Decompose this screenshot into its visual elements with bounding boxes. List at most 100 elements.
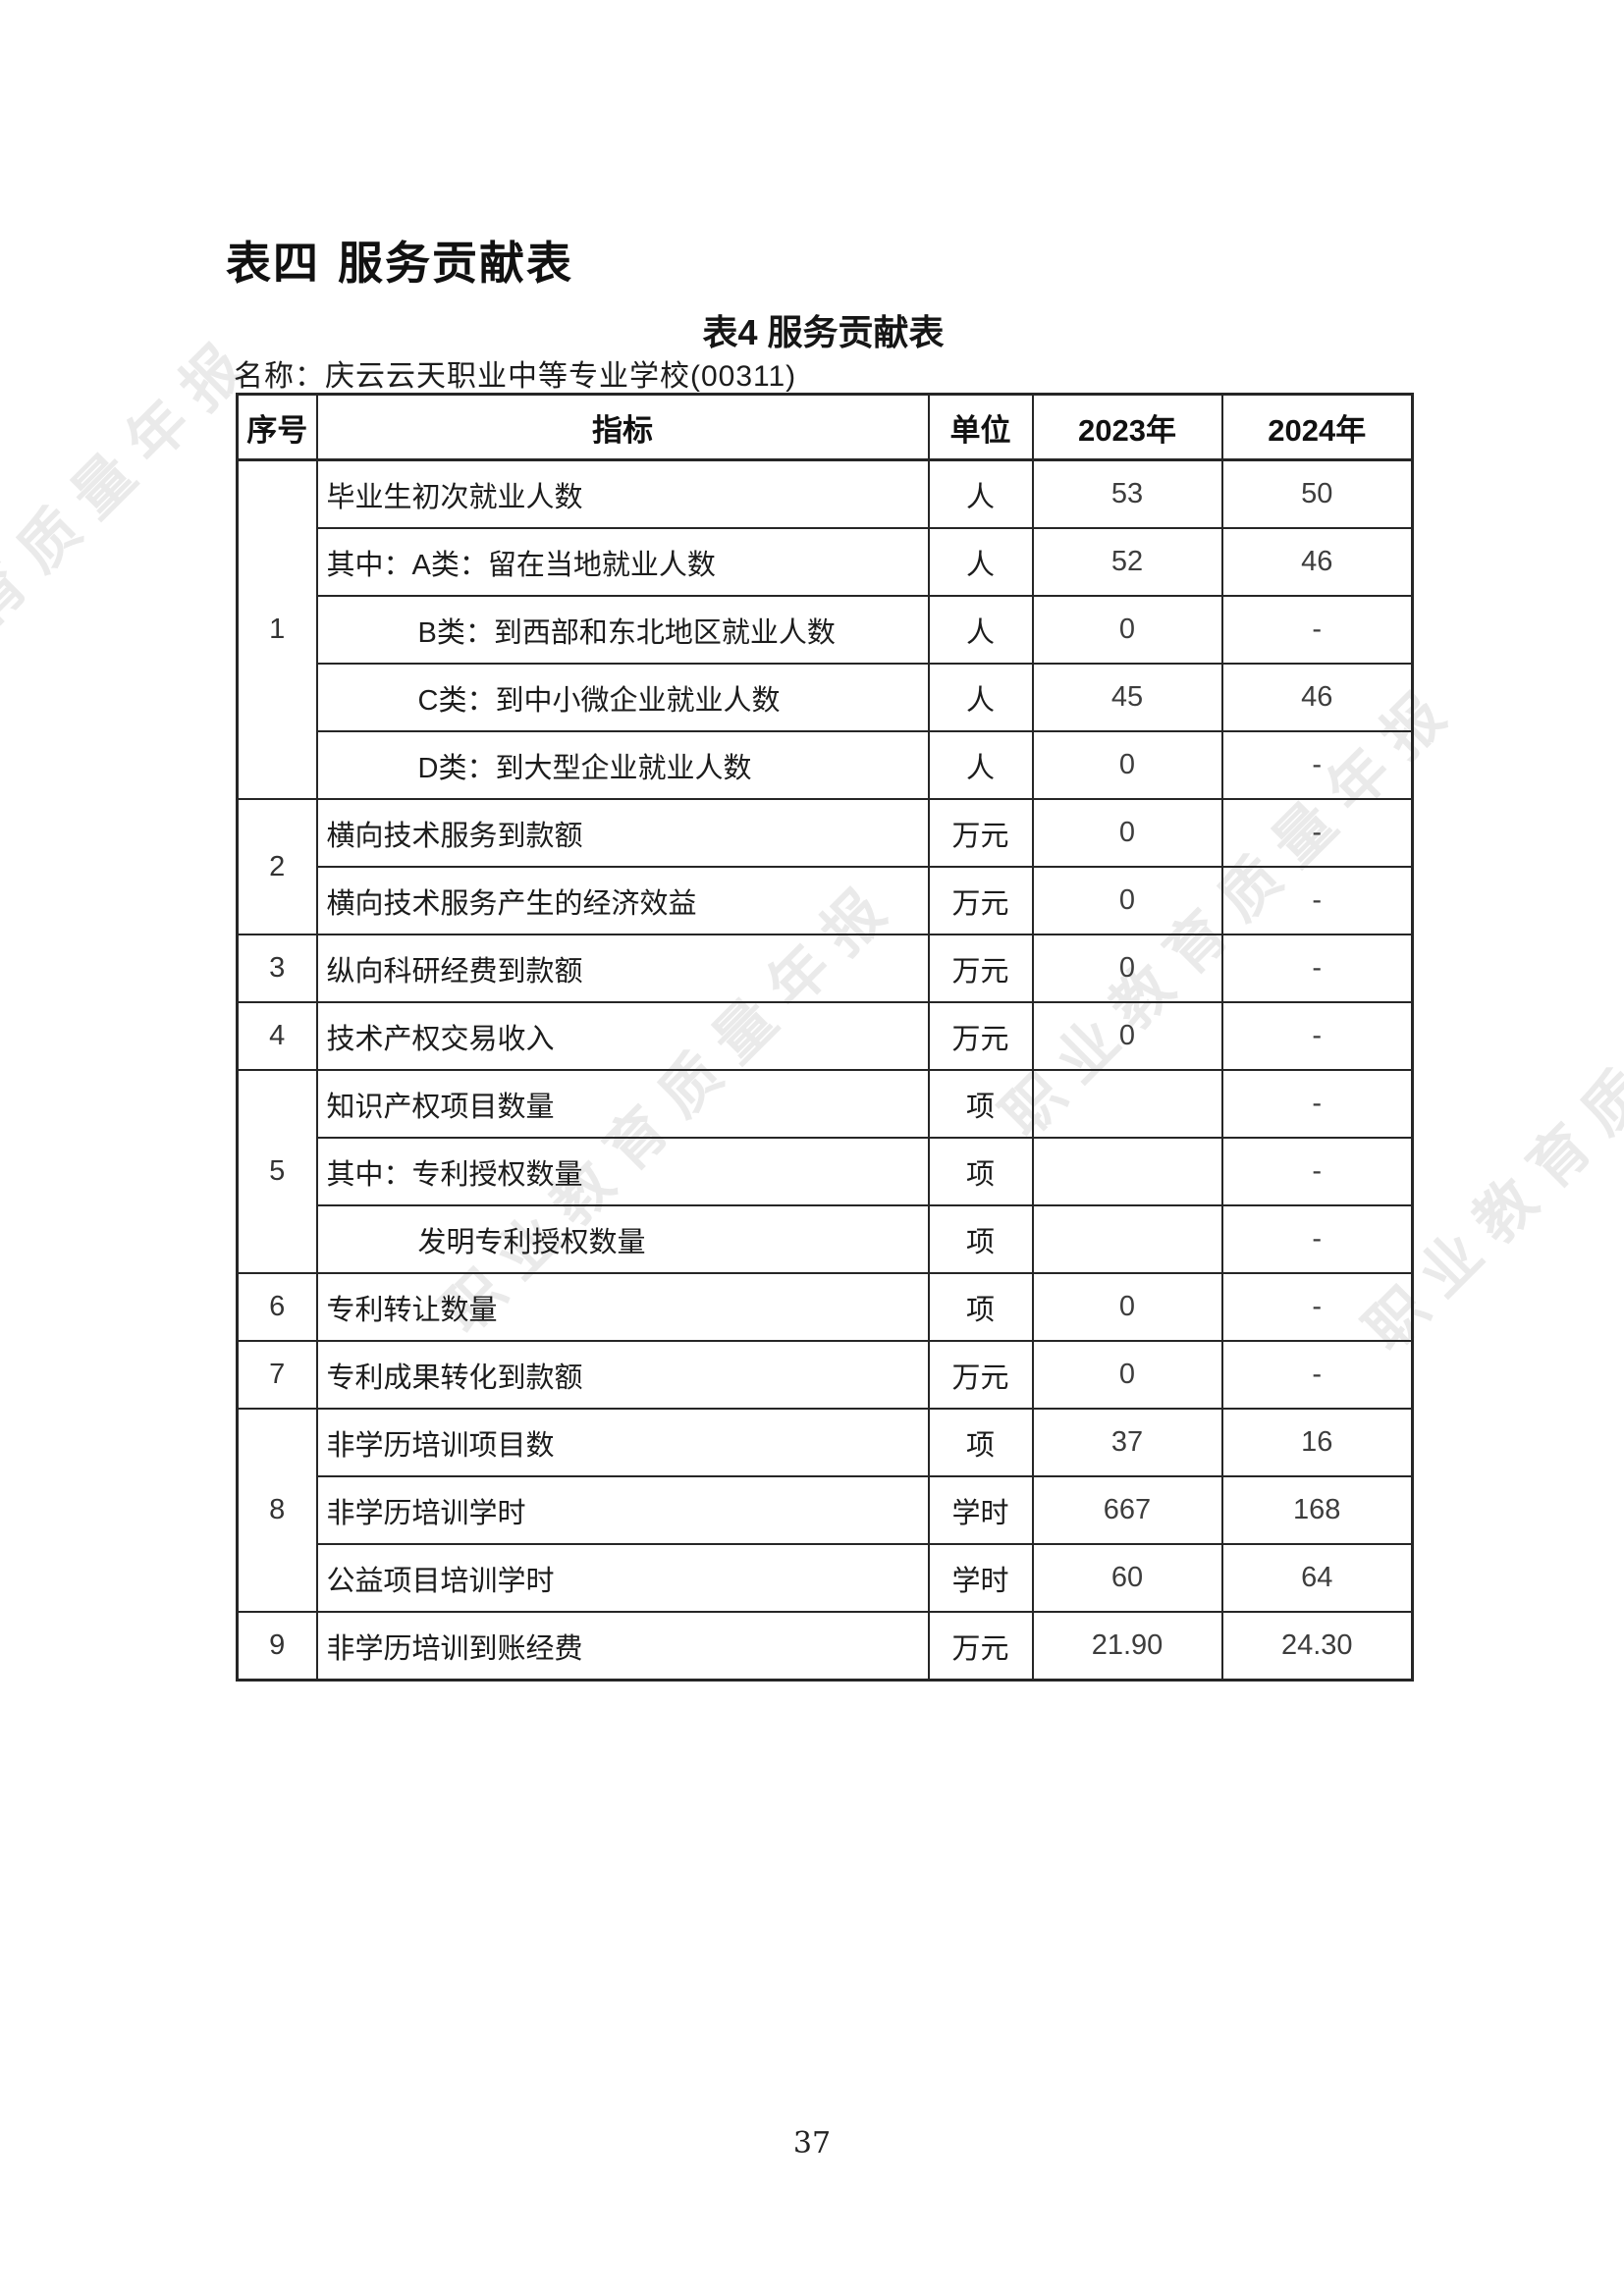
page-number: 37	[792, 2126, 832, 2161]
table-row: 7 专利成果转化到款额 万元 0-	[236, 1340, 1414, 1410]
unit-cell: 万元	[927, 934, 1034, 1003]
unit-cell: 万元	[927, 798, 1034, 868]
value-cell-2024: -	[1220, 1204, 1414, 1274]
table-row: 1 毕业生初次就业人数人 53 50	[236, 458, 1414, 800]
table-header-row: 序号 指标 单位 2023年 2024年	[236, 393, 1414, 461]
value-cell-2023: 0	[1031, 1001, 1223, 1071]
value-cell-2023: 53	[1031, 458, 1223, 529]
value-cell-2024: 50	[1220, 458, 1414, 529]
indicator-cell: 技术产权交易收入	[315, 1001, 930, 1071]
table-row: 发明专利授权数量项 -	[238, 1204, 1414, 1274]
indicator-cell: 毕业生初次就业人数	[315, 458, 930, 529]
service-contribution-table: 序号 指标 单位 2023年 2024年 1 毕业生初次就业人数人 53 50 其中：A…	[236, 393, 1414, 1682]
value-cell-2023: 0	[1031, 798, 1223, 868]
table-row: 9 非学历培训到账经费 万元 21.90 24.30	[236, 1611, 1414, 1682]
value-cell-2024: -	[1220, 798, 1414, 868]
indicator-cell: 知识产权项目数量	[315, 1069, 930, 1139]
indicator-cell: 纵向科研经费到款额	[315, 934, 930, 1003]
indicator-cell: 其中：A类：留在当地就业人数	[315, 527, 930, 597]
value-cell-2024: -	[1220, 730, 1414, 800]
value-cell-2024: 24.30	[1220, 1611, 1414, 1682]
watermark-text: 职业教育质量年报	[0, 321, 269, 801]
table-title: 表4 服务贡献表	[702, 312, 945, 352]
header-2023: 2023年	[1031, 393, 1223, 461]
value-cell-2023	[1031, 1137, 1223, 1206]
table-row: 其中：A类：留在当地就业人数人 52 46	[238, 527, 1414, 597]
unit-cell: 万元	[927, 1611, 1034, 1682]
table-row: 其中：专利授权数量项 -	[238, 1137, 1414, 1206]
value-cell-2023: 0	[1031, 1340, 1223, 1410]
value-cell-2023	[1031, 1069, 1223, 1139]
value-cell-2023: 45	[1031, 663, 1223, 732]
row-group-number: 4	[236, 1001, 318, 1071]
name-label: 名称：	[234, 360, 325, 393]
indicator-cell: 非学历培训到账经费	[315, 1611, 930, 1682]
value-cell-2024: 168	[1220, 1475, 1414, 1545]
value-cell-2024: -	[1220, 1340, 1414, 1410]
indicator-cell: B类：到西部和东北地区就业人数	[315, 595, 930, 665]
row-group-number: 8	[236, 1408, 318, 1613]
row-group-number: 6	[236, 1272, 318, 1342]
table-row: 4 技术产权交易收入 万元 0-	[236, 1001, 1414, 1071]
unit-cell: 学时	[927, 1475, 1034, 1545]
table-row: B类：到西部和东北地区就业人数人 0-	[238, 595, 1414, 665]
indicator-cell: 非学历培训项目数	[315, 1408, 930, 1477]
table-row: 3 纵向科研经费到款额 万元 0-	[236, 934, 1414, 1003]
indicator-cell: 非学历培训学时	[315, 1475, 930, 1545]
unit-cell: 学时	[927, 1543, 1034, 1613]
table-row: D类：到大型企业就业人数人 0-	[238, 730, 1414, 800]
value-cell-2023: 0	[1031, 730, 1223, 800]
value-cell-2023: 21.90	[1031, 1611, 1223, 1682]
unit-cell: 人	[927, 730, 1034, 800]
unit-cell: 人	[927, 458, 1034, 529]
header-2024: 2024年	[1220, 393, 1414, 461]
value-cell-2024: -	[1220, 595, 1414, 665]
value-cell-2024: 46	[1220, 527, 1414, 597]
unit-cell: 人	[927, 663, 1034, 732]
unit-cell: 项	[927, 1137, 1034, 1206]
indicator-cell: 横向技术服务到款额	[315, 798, 930, 868]
unit-cell: 项	[927, 1069, 1034, 1139]
indicator-cell: 专利转让数量	[315, 1272, 930, 1342]
unit-cell: 项	[927, 1408, 1034, 1477]
table-row: 公益项目培训学时 学时 60 64	[238, 1543, 1414, 1613]
row-group-number: 5	[236, 1069, 318, 1274]
school-name-value: 庆云云天职业中等专业学校(00311)	[325, 360, 797, 393]
value-cell-2024: 16	[1220, 1408, 1414, 1477]
indicator-cell: C类：到中小微企业就业人数	[315, 663, 930, 732]
table-row: 非学历培训学时 学时 667 168	[238, 1475, 1414, 1545]
row-group-number: 2	[236, 798, 318, 935]
table-row: 横向技术服务产生的经济效益 万元 0-	[238, 866, 1414, 935]
table-row: 8 非学历培训项目数项 37 16	[236, 1408, 1414, 1613]
indicator-cell: 专利成果转化到款额	[315, 1340, 930, 1410]
table-row: 5 知识产权项目数量项 -	[236, 1069, 1414, 1274]
value-cell-2024: -	[1220, 934, 1414, 1003]
value-cell-2023: 52	[1031, 527, 1223, 597]
value-cell-2023	[1031, 1204, 1223, 1274]
unit-cell: 项	[927, 1272, 1034, 1342]
table-body: 1 毕业生初次就业人数人 53 50 其中：A类：留在当地就业人数人 52 46 B类：到西部…	[236, 458, 1414, 1682]
indicator-cell: 横向技术服务产生的经济效益	[315, 866, 930, 935]
value-cell-2024: 64	[1220, 1543, 1414, 1613]
row-group-number: 1	[236, 458, 318, 800]
indicator-cell: 发明专利授权数量	[315, 1204, 930, 1274]
value-cell-2024: 46	[1220, 663, 1414, 732]
indicator-cell: 其中：专利授权数量	[315, 1137, 930, 1206]
unit-cell: 万元	[927, 866, 1034, 935]
unit-cell: 万元	[927, 1340, 1034, 1410]
table-row: C类：到中小微企业就业人数人 45 46	[238, 663, 1414, 732]
unit-cell: 万元	[927, 1001, 1034, 1071]
value-cell-2024: -	[1220, 1137, 1414, 1206]
value-cell-2023: 0	[1031, 595, 1223, 665]
indicator-cell: 公益项目培训学时	[315, 1543, 930, 1613]
value-cell-2024: -	[1220, 1069, 1414, 1139]
unit-cell: 人	[927, 527, 1034, 597]
table-row: 6 专利转让数量项 0-	[236, 1272, 1414, 1342]
header-indicator: 指标	[315, 393, 930, 461]
value-cell-2023: 667	[1031, 1475, 1223, 1545]
school-name-line: 名称：庆云云天职业中等专业学校(00311)	[234, 351, 796, 395]
table-row: 2 横向技术服务到款额 万元 0-	[236, 798, 1414, 935]
value-cell-2023: 0	[1031, 1272, 1223, 1342]
value-cell-2024: -	[1220, 866, 1414, 935]
indicator-cell: D类：到大型企业就业人数	[315, 730, 930, 800]
